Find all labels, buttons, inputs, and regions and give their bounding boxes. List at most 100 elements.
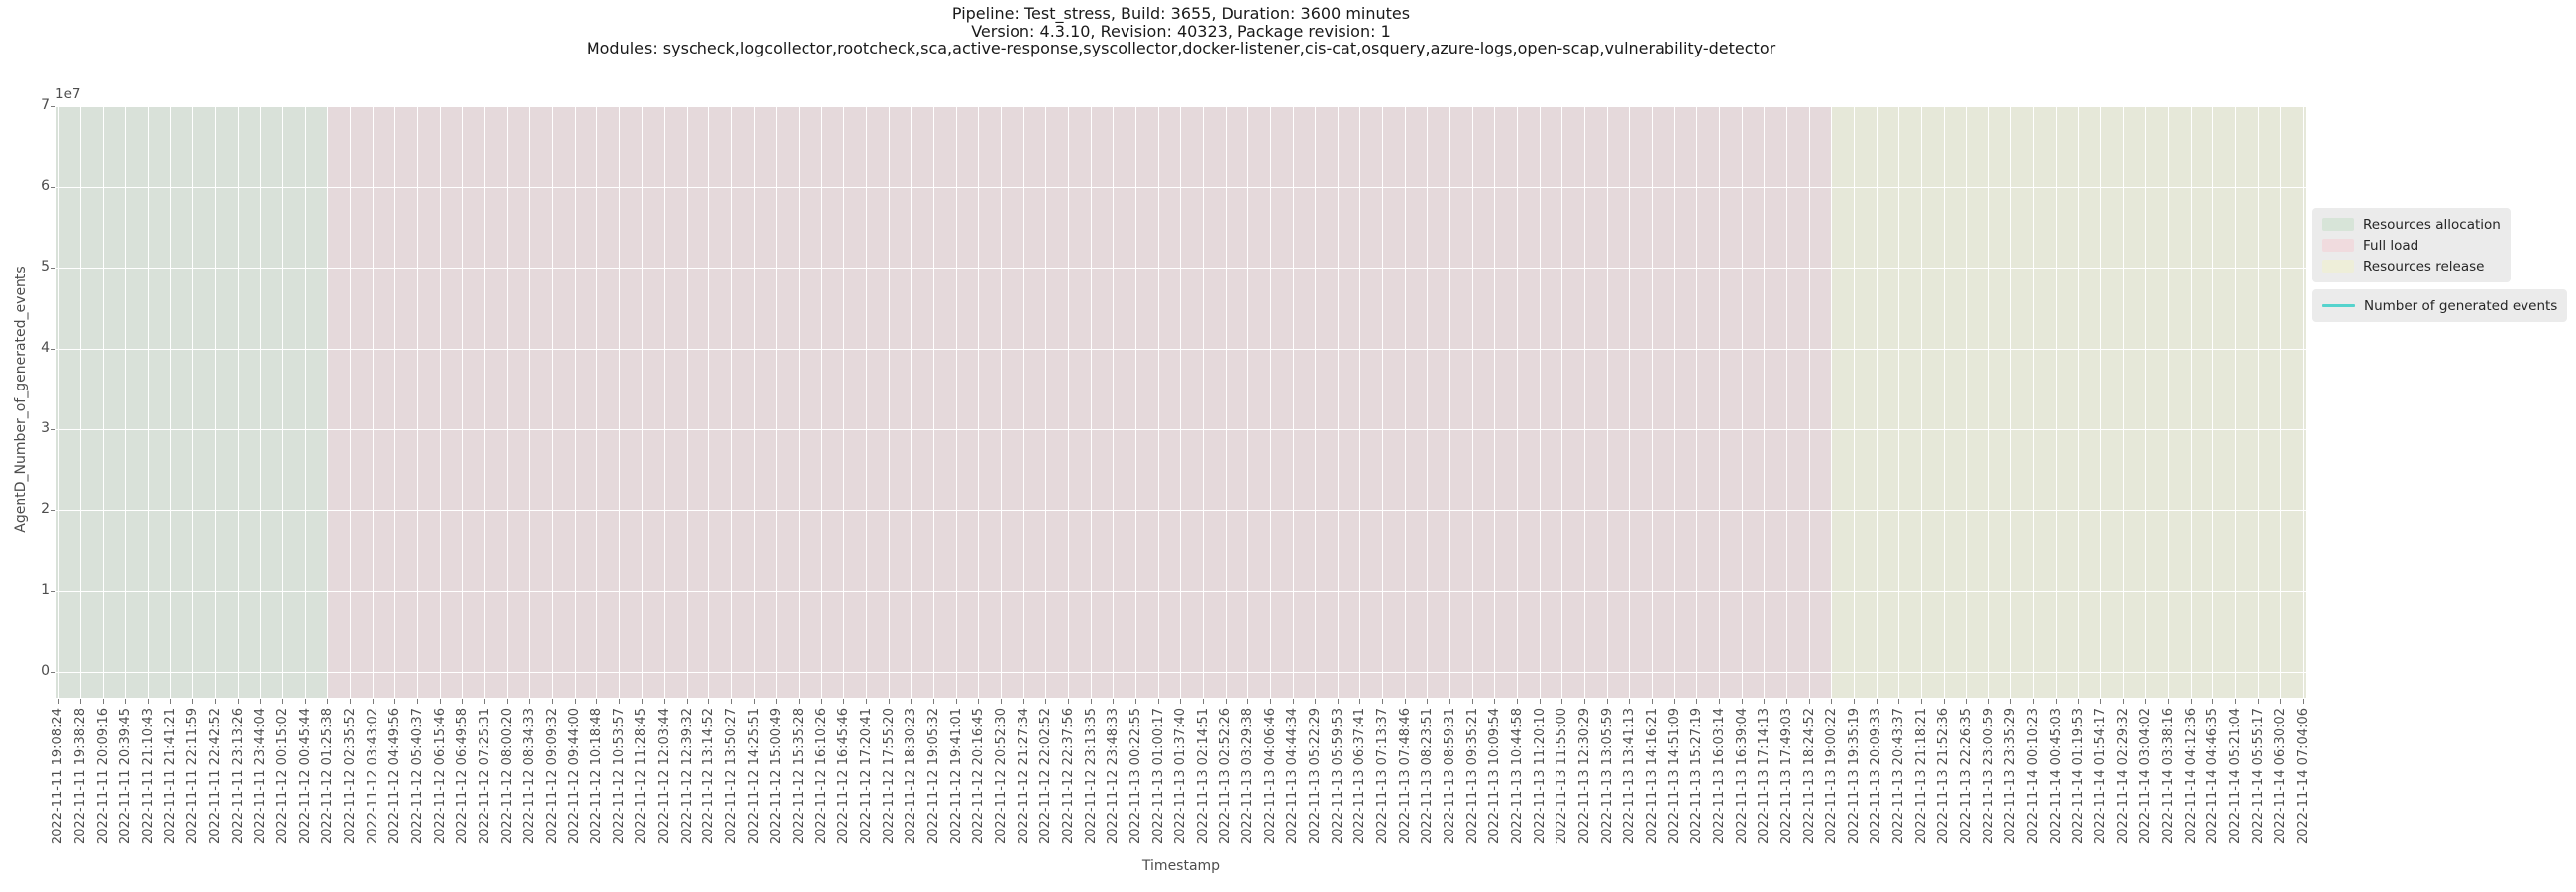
x-tick-mark (2100, 699, 2102, 704)
gridline-vertical (483, 106, 485, 698)
gridline-horizontal (56, 268, 2306, 270)
x-tick-mark (57, 699, 59, 704)
x-tick-mark (2122, 699, 2124, 704)
gridline-vertical (933, 106, 935, 698)
gridline-vertical (664, 106, 666, 698)
y-tick-mark (51, 591, 55, 593)
gridline-vertical (1337, 106, 1339, 698)
x-tick-mark (2212, 699, 2214, 704)
y-tick-label: 0 (41, 662, 50, 679)
x-tick-mark (506, 699, 508, 704)
x-tick-mark (664, 699, 666, 704)
x-tick-mark (708, 699, 710, 704)
gridline-vertical (686, 106, 688, 698)
y-tick-mark (51, 429, 55, 431)
gridline-vertical (843, 106, 845, 698)
gridline-vertical (574, 106, 576, 698)
legend-line-sample (2322, 304, 2355, 307)
gridline-vertical (1584, 106, 1586, 698)
y-tick-mark (51, 509, 55, 511)
gridline-vertical (282, 106, 284, 698)
gridline-vertical (1359, 106, 1361, 698)
gridline-vertical (1764, 106, 1766, 698)
x-tick-mark (1898, 699, 1900, 704)
gridline-vertical (2168, 106, 2170, 698)
gridline-vertical (551, 106, 553, 698)
gridline-vertical (2235, 106, 2237, 698)
x-tick-mark (2145, 699, 2147, 704)
gridline-vertical (2145, 106, 2147, 698)
gridline-vertical (753, 106, 755, 698)
y-tick-label: 1 (41, 582, 50, 599)
x-tick-mark (169, 699, 171, 704)
plot-area (56, 106, 2306, 698)
x-tick-mark (1292, 699, 1294, 704)
gridline-vertical (1898, 106, 1900, 698)
x-tick-mark (911, 699, 912, 704)
y-tick-mark (51, 106, 55, 107)
x-tick-mark (394, 699, 396, 704)
gridline-vertical (1696, 106, 1698, 698)
gridline-vertical (1561, 106, 1563, 698)
x-axis-title: Timestamp (1141, 858, 1221, 874)
x-tick-mark (215, 699, 217, 704)
gridline-vertical (1001, 106, 1002, 698)
x-tick-mark (686, 699, 688, 704)
x-tick-mark (80, 699, 82, 704)
x-tick-mark (1045, 699, 1047, 704)
x-tick-mark (2033, 699, 2035, 704)
x-tick-mark (125, 699, 127, 704)
x-tick-mark (1966, 699, 1968, 704)
gridline-vertical (1022, 106, 1024, 698)
x-tick-mark (1920, 699, 1922, 704)
gridline-vertical (2257, 106, 2259, 698)
legend-color-patch (2322, 239, 2354, 252)
x-tick-mark (618, 699, 620, 704)
x-tick-mark (327, 699, 329, 704)
y-tick-label: 6 (41, 177, 50, 194)
gridline-vertical (169, 106, 171, 698)
x-tick-mark (192, 699, 194, 704)
gridline-vertical (260, 106, 262, 698)
gridline-vertical (462, 106, 464, 698)
x-tick-mark (978, 699, 980, 704)
x-tick-mark (1494, 699, 1496, 704)
x-tick-mark (1315, 699, 1317, 704)
gridline-vertical (1315, 106, 1317, 698)
gridline-vertical (2280, 106, 2282, 698)
x-tick-mark (933, 699, 935, 704)
x-tick-mark (2303, 699, 2304, 704)
gridline-horizontal (56, 509, 2306, 511)
x-tick-mark (2055, 699, 2057, 704)
gridline-vertical (416, 106, 418, 698)
gridline-vertical (80, 106, 82, 698)
gridline-vertical (911, 106, 912, 698)
gridline-vertical (1202, 106, 1204, 698)
gridline-vertical (1292, 106, 1294, 698)
x-tick-mark (1741, 699, 1743, 704)
gridline-vertical (1225, 106, 1227, 698)
gridline-vertical (708, 106, 710, 698)
gridline-vertical (2055, 106, 2057, 698)
x-tick-mark (416, 699, 418, 704)
legend-entry-resources-release: Resources release (2322, 256, 2501, 277)
phase-band-resources-allocation (56, 106, 328, 698)
gridline-vertical (978, 106, 980, 698)
y-tick-mark (51, 348, 55, 350)
gridline-vertical (820, 106, 822, 698)
gridline-vertical (506, 106, 508, 698)
legend-entry-number-of-generated-events: Number of generated events (2322, 295, 2557, 316)
gridline-vertical (1045, 106, 1047, 698)
x-tick-mark (1517, 699, 1519, 704)
gridline-vertical (1966, 106, 1968, 698)
legend-entry-label: Full load (2363, 237, 2419, 254)
x-tick-mark (641, 699, 643, 704)
legend-entry-resources-allocation: Resources allocation (2322, 214, 2501, 235)
gridline-vertical (888, 106, 890, 698)
x-tick-mark (483, 699, 485, 704)
x-tick-mark (1629, 699, 1631, 704)
legend-entry-label: Number of generated events (2364, 297, 2558, 314)
x-tick-mark (2280, 699, 2282, 704)
gridline-vertical (1067, 106, 1069, 698)
